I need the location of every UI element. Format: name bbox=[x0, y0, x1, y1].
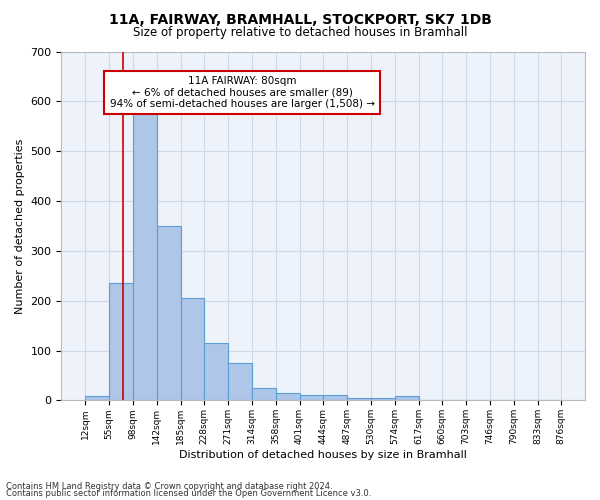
Bar bbox=[276, 393, 299, 400]
Bar bbox=[204, 343, 228, 400]
Bar bbox=[371, 398, 395, 400]
Bar bbox=[347, 398, 371, 400]
Bar bbox=[323, 396, 347, 400]
Bar bbox=[133, 109, 157, 401]
Text: 11A, FAIRWAY, BRAMHALL, STOCKPORT, SK7 1DB: 11A, FAIRWAY, BRAMHALL, STOCKPORT, SK7 1… bbox=[109, 12, 491, 26]
Text: 11A FAIRWAY: 80sqm
← 6% of detached houses are smaller (89)
94% of semi-detached: 11A FAIRWAY: 80sqm ← 6% of detached hous… bbox=[110, 76, 374, 109]
Bar bbox=[109, 284, 133, 401]
Y-axis label: Number of detached properties: Number of detached properties bbox=[15, 138, 25, 314]
Bar bbox=[299, 396, 323, 400]
Bar bbox=[251, 388, 276, 400]
Bar bbox=[85, 396, 109, 400]
Bar bbox=[395, 396, 419, 400]
Bar bbox=[228, 363, 251, 401]
Text: Contains HM Land Registry data © Crown copyright and database right 2024.: Contains HM Land Registry data © Crown c… bbox=[6, 482, 332, 491]
X-axis label: Distribution of detached houses by size in Bramhall: Distribution of detached houses by size … bbox=[179, 450, 467, 460]
Bar bbox=[181, 298, 204, 400]
Bar bbox=[157, 226, 181, 400]
Text: Contains public sector information licensed under the Open Government Licence v3: Contains public sector information licen… bbox=[6, 489, 371, 498]
Text: Size of property relative to detached houses in Bramhall: Size of property relative to detached ho… bbox=[133, 26, 467, 39]
